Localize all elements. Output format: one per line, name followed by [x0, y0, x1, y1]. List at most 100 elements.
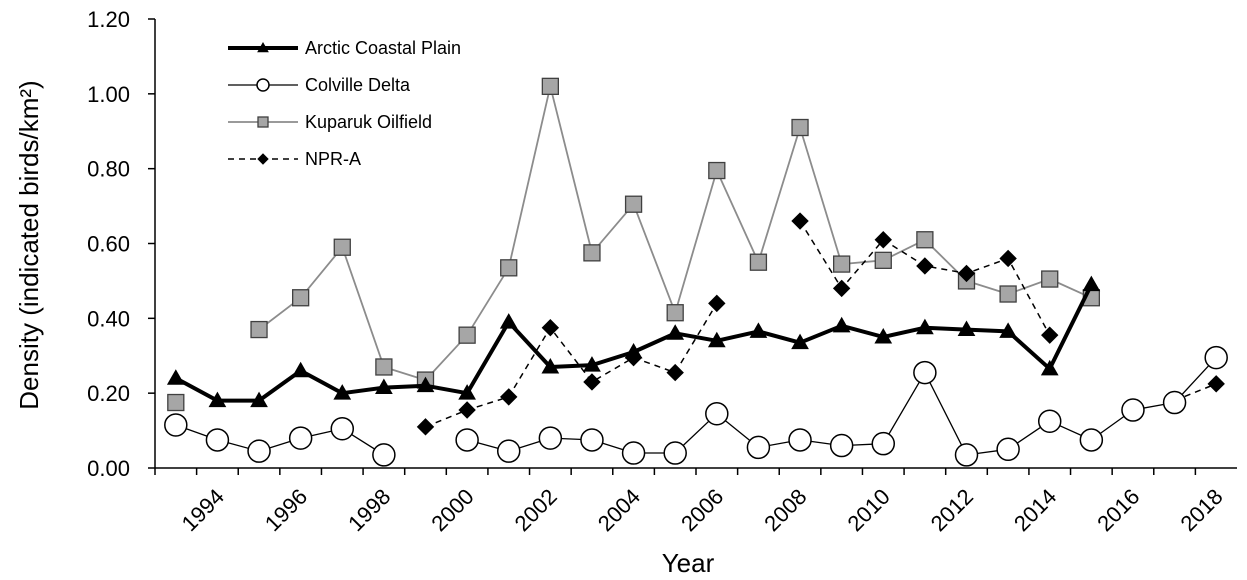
x-tick-label: 2018	[1175, 484, 1227, 536]
x-tick-label: 2014	[1009, 484, 1061, 536]
data-point	[875, 252, 891, 268]
y-tick-label: 0.40	[87, 306, 130, 331]
data-point	[997, 438, 1019, 460]
data-point	[459, 402, 475, 418]
data-point	[501, 260, 517, 276]
data-point	[501, 314, 517, 328]
data-point	[956, 444, 978, 466]
x-tick-label: 2016	[1092, 484, 1144, 536]
data-point	[331, 418, 353, 440]
data-point	[584, 374, 600, 390]
data-point	[584, 245, 600, 261]
legend-marker	[258, 154, 268, 164]
legend-label: Kuparuk Oilfield	[305, 112, 432, 132]
data-point	[1000, 250, 1016, 266]
legend-label: Colville Delta	[305, 75, 411, 95]
data-point	[1039, 410, 1061, 432]
x-tick-label: 2006	[676, 484, 728, 536]
y-tick-label: 0.80	[87, 157, 130, 182]
data-point	[1000, 286, 1016, 302]
data-point	[168, 395, 184, 411]
x-tick-label: 1996	[260, 484, 312, 536]
series-line	[176, 285, 1092, 401]
x-tick-label: 1994	[177, 484, 229, 536]
data-point	[168, 370, 184, 384]
x-tick-label: 2012	[926, 484, 978, 536]
data-point	[667, 305, 683, 321]
data-point	[750, 323, 766, 337]
data-point	[206, 429, 228, 451]
y-tick-label: 0.20	[87, 381, 130, 406]
data-point	[831, 435, 853, 457]
data-point	[709, 295, 725, 311]
data-point	[376, 359, 392, 375]
y-tick-label: 0.00	[87, 456, 130, 481]
legend-item: Kuparuk Oilfield	[228, 112, 432, 132]
data-point	[1080, 429, 1102, 451]
data-point	[1083, 277, 1099, 291]
y-tick-label: 1.00	[87, 82, 130, 107]
legend-item: Colville Delta	[228, 75, 411, 95]
data-point	[418, 419, 434, 435]
x-tick-label: 2000	[426, 484, 478, 536]
data-point	[1164, 392, 1186, 414]
data-point	[623, 442, 645, 464]
data-point	[626, 196, 642, 212]
data-point	[459, 327, 475, 343]
data-point	[706, 403, 728, 425]
y-tick-label: 0.60	[87, 232, 130, 257]
data-point	[792, 213, 808, 229]
data-point	[709, 163, 725, 179]
data-point	[248, 440, 270, 462]
data-point	[789, 429, 811, 451]
data-point	[750, 254, 766, 270]
x-tick-label: 1998	[343, 484, 395, 536]
data-point	[747, 436, 769, 458]
data-point	[293, 363, 309, 377]
data-point	[1122, 399, 1144, 421]
x-tick-label: 2004	[593, 484, 645, 536]
data-point	[1042, 271, 1058, 287]
data-point	[293, 290, 309, 306]
data-point	[165, 414, 187, 436]
data-point	[834, 318, 850, 332]
data-point	[373, 444, 395, 466]
y-tick-label: 1.20	[87, 7, 130, 32]
data-point	[581, 429, 603, 451]
data-point	[1042, 327, 1058, 343]
data-point	[1205, 347, 1227, 369]
data-point	[251, 322, 267, 338]
legend: Arctic Coastal Plain Colville Delta Kuparu…	[228, 38, 461, 169]
legend-marker	[258, 117, 268, 127]
x-tick-label: 2008	[759, 484, 811, 536]
series-colville-delta	[165, 347, 1227, 466]
legend-item: Arctic Coastal Plain	[228, 38, 461, 58]
legend-label: NPR-A	[305, 149, 361, 169]
data-point	[290, 427, 312, 449]
data-point	[334, 239, 350, 255]
x-tick-label: 2002	[510, 484, 562, 536]
data-point	[667, 365, 683, 381]
y-axis-title: Density (indicated birds/km²)	[14, 80, 44, 409]
data-point	[834, 280, 850, 296]
legend-label: Arctic Coastal Plain	[305, 38, 461, 58]
series-npr-a	[418, 213, 1225, 435]
data-point	[498, 440, 520, 462]
x-tick-label: 2010	[843, 484, 895, 536]
data-point	[917, 258, 933, 274]
legend-item: NPR-A	[228, 149, 361, 169]
data-point	[542, 320, 558, 336]
legend-marker	[257, 79, 269, 91]
x-axis-title: Year	[662, 548, 715, 578]
data-point	[501, 389, 517, 405]
data-point	[1208, 376, 1224, 392]
data-point	[542, 78, 558, 94]
data-point	[872, 433, 894, 455]
data-point	[917, 232, 933, 248]
data-point	[792, 120, 808, 136]
data-point	[834, 256, 850, 272]
data-point	[914, 362, 936, 384]
series-layer	[165, 78, 1227, 466]
data-point	[456, 429, 478, 451]
